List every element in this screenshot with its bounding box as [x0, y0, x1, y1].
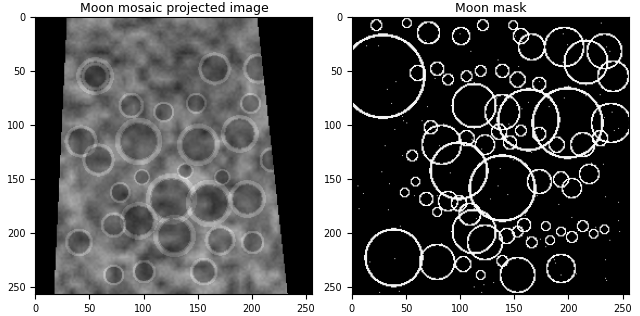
Title: Moon mask: Moon mask [454, 3, 526, 15]
Title: Moon mosaic projected image: Moon mosaic projected image [79, 3, 268, 15]
